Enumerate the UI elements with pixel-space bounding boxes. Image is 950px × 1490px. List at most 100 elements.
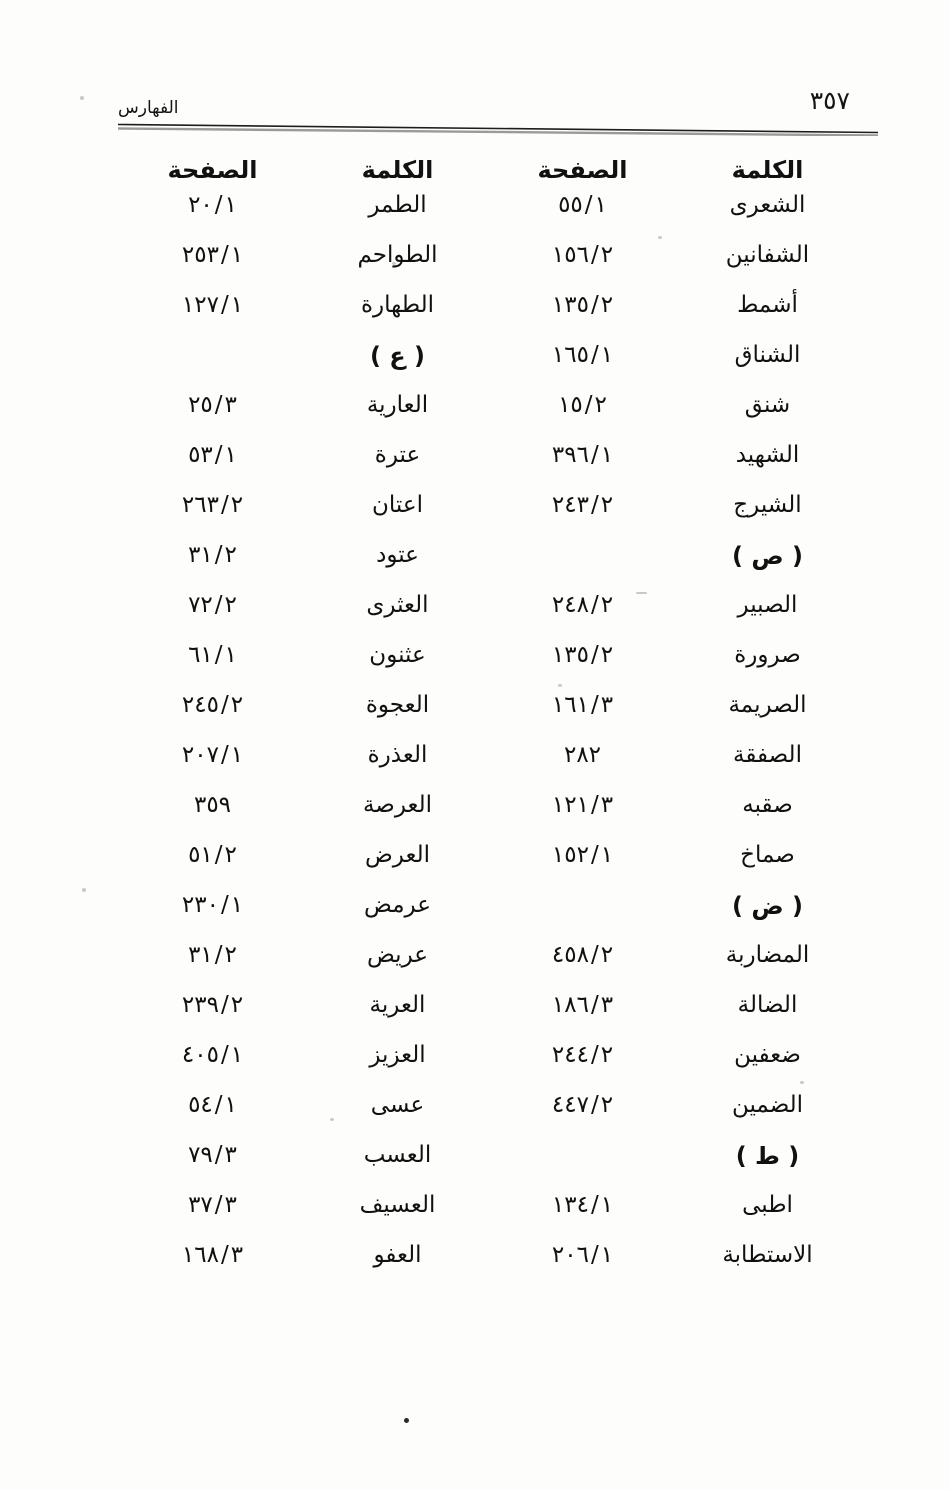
index-row: الشفانين ١٥٦/٢	[490, 244, 860, 294]
page-value: ٧٢	[188, 592, 213, 618]
volume-value: ١	[230, 1042, 244, 1068]
entry-word: الضالة	[737, 992, 798, 1018]
volume-value: ٣	[600, 792, 614, 818]
entry-word: الشهيد	[735, 442, 800, 468]
index-row: عريض ٣١/٢	[120, 944, 490, 994]
scan-speck	[636, 592, 647, 594]
page-volume-ref: ٧٢/٢	[188, 594, 237, 617]
entry-word: الشفانين	[725, 242, 810, 268]
slash-separator: /	[220, 1242, 229, 1268]
page-volume-ref: ٥٤/١	[188, 1094, 237, 1117]
index-row: العفو ١٦٨/٣	[120, 1244, 490, 1294]
entry-word: عتود	[376, 542, 419, 568]
slash-separator: /	[590, 692, 599, 718]
index-column-right: الكلمة الصفحة الشعرى ٥٥/١ الشفانين ١٥٦/٢ أشم…	[490, 158, 860, 1294]
volume-value: ٣	[230, 1242, 244, 1268]
page-volume-ref: ٢٦٣/٢	[182, 494, 243, 517]
section-letter: ( ض )	[732, 892, 803, 920]
volume-value: ١	[600, 342, 614, 368]
slash-separator: /	[220, 742, 229, 768]
volume-value: ١	[230, 292, 244, 318]
volume-value: ٢	[224, 942, 237, 968]
entry-page-ref: ٧٢/٢	[120, 594, 305, 617]
page-volume-ref: ١٥٦/٢	[552, 244, 613, 267]
entry-word: العذرة	[367, 742, 428, 768]
page-value: ١٣٥	[551, 642, 589, 668]
page-volume-ref: ١٦٨/٣	[182, 1244, 243, 1267]
entry-word: عريض	[367, 942, 428, 968]
section-letter-row: ( ض )	[490, 894, 860, 944]
page-volume-ref: ١٥/٢	[558, 394, 607, 417]
entry-page-ref: ١٣٥/٢	[490, 294, 675, 317]
page-value: ٥٣	[188, 442, 213, 468]
scan-speck	[558, 684, 562, 687]
header-page-right: الصفحة	[537, 156, 628, 184]
index-row: عتود ٣١/٢	[120, 544, 490, 594]
page-value: ٣١	[188, 942, 213, 968]
page-volume-ref: ٣٩٦/١	[552, 444, 613, 467]
entry-word: العرض	[365, 842, 430, 868]
volume-value: ٢	[224, 842, 237, 868]
entry-page-ref: ٢٥/٣	[120, 394, 305, 417]
page-volume-ref: ٣٥٩	[193, 792, 232, 818]
entry-page-ref: ٥٤/١	[120, 1094, 305, 1117]
page-value: ١٣٤	[551, 1192, 589, 1218]
volume-value: ١	[600, 842, 614, 868]
page-volume-ref: ١٣٤/١	[552, 1194, 613, 1217]
index-row: الشيرج ٢٤٣/٢	[490, 494, 860, 544]
entry-page-ref: ١٥/٢	[490, 394, 675, 417]
entry-page-ref: ٢٤٥/٢	[120, 694, 305, 717]
volume-value: ٢	[600, 592, 614, 618]
index-row: عسى ٥٤/١	[120, 1094, 490, 1144]
page-volume-ref: ١٦٥/١	[552, 344, 613, 367]
entry-page-ref: ٣٥٩	[120, 794, 305, 817]
page-value: ٦١	[188, 642, 213, 668]
slash-separator: /	[220, 992, 229, 1018]
index-row: العزيز ٤٠٥/١	[120, 1044, 490, 1094]
page-volume-ref: ١٨٦/٣	[552, 994, 613, 1017]
index-row: العرية ٢٣٩/٢	[120, 994, 490, 1044]
section-letter-row: ( ص )	[490, 544, 860, 594]
slash-separator: /	[214, 1092, 223, 1118]
index-row: الشعرى ٥٥/١	[490, 194, 860, 244]
volume-value: ٣	[600, 992, 614, 1018]
volume-value: ٢	[600, 492, 614, 518]
entry-word: العزيز	[369, 1042, 426, 1068]
entry-page-ref: ١٢١/٣	[490, 794, 675, 817]
entry-word: الشيرج	[733, 492, 802, 518]
page-volume-ref: ٢٤٨/٢	[552, 594, 613, 617]
entry-word: العسب	[363, 1142, 432, 1168]
entry-word: الطهارة	[360, 292, 435, 318]
index-row: العرض ٥١/٢	[120, 844, 490, 894]
index-row: العسيف ٣٧/٣	[120, 1194, 490, 1244]
page-number: ٣٥٧	[809, 86, 850, 115]
page-volume-ref: ٥٣/١	[188, 444, 237, 467]
slash-separator: /	[590, 342, 599, 368]
index-rows-left: الطمر ٢٠/١ الطواحم ٢٥٣/١ الطهارة ١٢٧/١( ع ) ال…	[120, 194, 490, 1294]
index-row: المضاربة ٤٥٨/٢	[490, 944, 860, 994]
slash-separator: /	[590, 1042, 599, 1068]
slash-separator: /	[590, 1092, 599, 1118]
entry-word: عسى	[370, 1092, 425, 1118]
entry-page-ref: ٢٣٠/١	[120, 894, 305, 917]
page-value: ٢٦٣	[181, 492, 219, 518]
slash-separator: /	[590, 1242, 599, 1268]
page-value: ١٦٨	[181, 1242, 219, 1268]
index-row: صماخ ١٥٢/١	[490, 844, 860, 894]
slash-separator: /	[590, 442, 599, 468]
entry-word: العسيف	[359, 1192, 436, 1218]
header-word-left: الكلمة	[361, 156, 434, 184]
index-row: العجوة ٢٤٥/٢	[120, 694, 490, 744]
page-value: ١٥٦	[551, 242, 589, 268]
page-volume-ref: ٤٤٧/٢	[552, 1094, 613, 1117]
page-value: ٣١	[188, 542, 213, 568]
page-value: ٢٤٣	[551, 492, 589, 518]
entry-page-ref: ٤٥٨/٢	[490, 944, 675, 967]
entry-page-ref: ٢٤٣/٢	[490, 494, 675, 517]
volume-value: ٢	[230, 992, 244, 1018]
entry-word: الصفقة	[733, 742, 802, 768]
page-volume-ref: ١٣٥/٢	[552, 294, 613, 317]
page-value: ٣٧	[188, 1192, 213, 1218]
index-row: الضمين ٤٤٧/٢	[490, 1094, 860, 1144]
slash-separator: /	[584, 392, 593, 418]
